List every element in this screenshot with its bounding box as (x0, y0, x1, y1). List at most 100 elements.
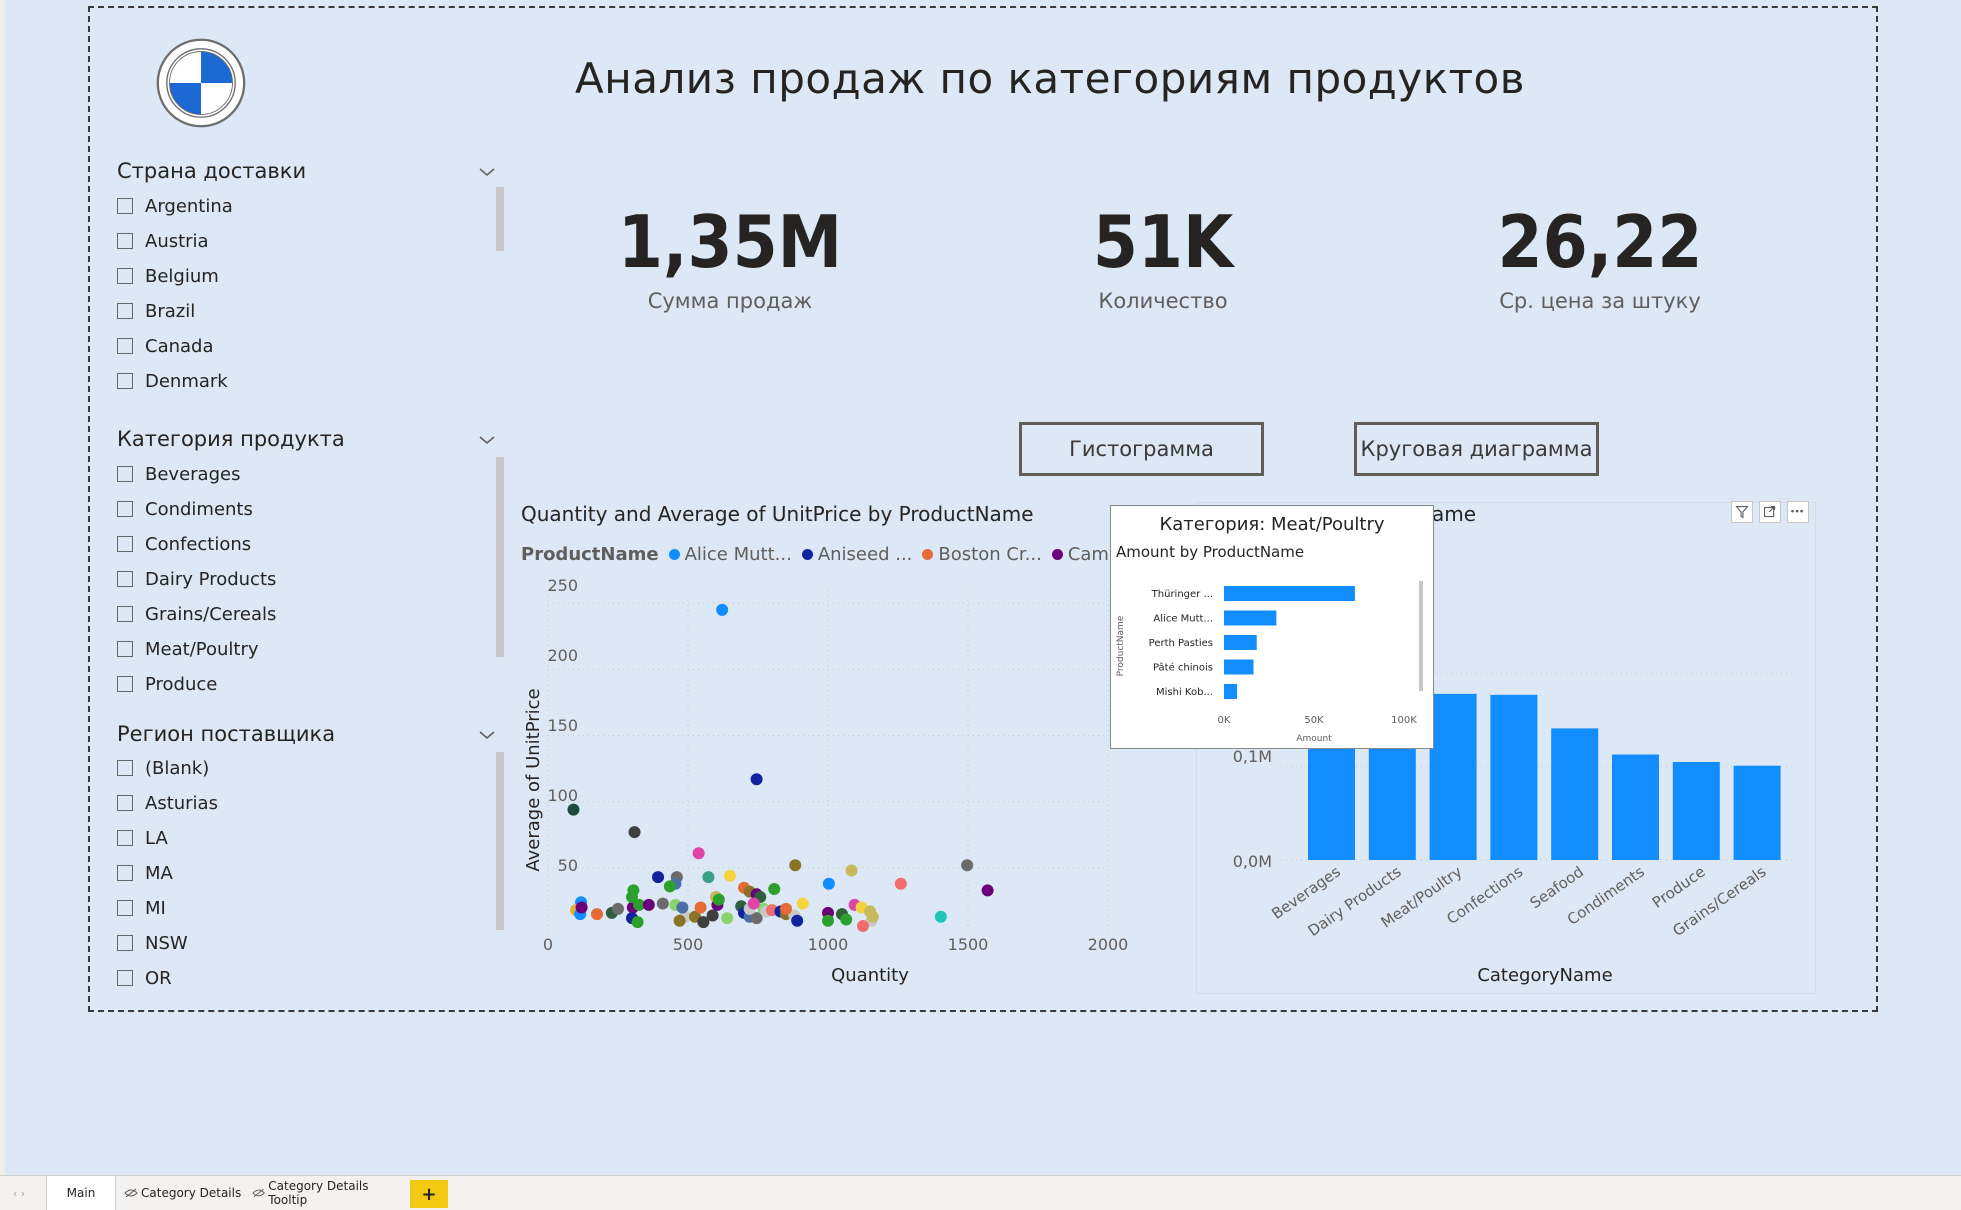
category-bar[interactable] (1551, 728, 1599, 860)
scatter-chart[interactable]: 0 500 1000 1500 2000 50 100 150 200 250 … (510, 570, 1180, 1000)
scatter-point[interactable] (750, 912, 763, 925)
slicer-country-option[interactable]: Belgium (117, 264, 219, 288)
slicer-category-option[interactable]: Beverages (117, 462, 240, 486)
scatter-point[interactable] (768, 883, 781, 896)
checkbox[interactable] (117, 303, 133, 319)
checkbox[interactable] (117, 501, 133, 517)
chevron-down-icon[interactable] (478, 729, 496, 741)
scatter-point[interactable] (840, 913, 853, 926)
scatter-point[interactable] (791, 914, 804, 927)
slicer-country-option[interactable]: Denmark (117, 369, 228, 393)
pie-chart-button[interactable]: Круговая диаграмма (1354, 422, 1599, 476)
scatter-point[interactable] (591, 908, 603, 921)
slicer-country-option[interactable]: Canada (117, 334, 214, 358)
slicer-country-option[interactable]: Brazil (117, 299, 195, 323)
scatter-point[interactable] (652, 871, 665, 884)
category-bar[interactable] (1733, 765, 1781, 860)
scatter-point[interactable] (780, 902, 792, 915)
scatter-point[interactable] (822, 914, 834, 927)
scatter-point[interactable] (697, 916, 710, 929)
slicer-category-option[interactable]: Condiments (117, 497, 253, 521)
slicer-country-scrollbar[interactable] (496, 187, 504, 251)
scatter-point[interactable] (894, 877, 907, 890)
scatter-point[interactable] (716, 603, 729, 616)
scatter-point[interactable] (656, 897, 669, 910)
slicer-category-scrollbar[interactable] (496, 457, 504, 657)
scatter-point[interactable] (633, 898, 645, 911)
scatter-point[interactable] (961, 859, 974, 872)
checkbox[interactable] (117, 970, 133, 986)
scatter-point[interactable] (857, 920, 869, 933)
slicer-region-option[interactable]: MA (117, 861, 173, 885)
checkbox[interactable] (117, 830, 133, 846)
slicer-region-option[interactable]: NSW (117, 931, 188, 955)
scatter-point[interactable] (712, 893, 725, 906)
scatter-point[interactable] (631, 916, 644, 929)
chevron-down-icon[interactable] (478, 434, 496, 446)
slicer-region-option[interactable]: (Blank) (117, 756, 209, 780)
scatter-point[interactable] (567, 803, 580, 816)
slicer-category-option[interactable]: Dairy Products (117, 567, 276, 591)
category-bar[interactable] (1490, 694, 1538, 860)
checkbox[interactable] (117, 466, 133, 482)
checkbox[interactable] (117, 795, 133, 811)
tab-category-details[interactable]: Category Details (124, 1176, 242, 1210)
scatter-point[interactable] (663, 880, 676, 893)
scatter-point[interactable] (845, 864, 858, 877)
scatter-point[interactable] (822, 877, 835, 890)
scatter-point[interactable] (676, 901, 689, 914)
scatter-point[interactable] (702, 871, 715, 884)
slicer-category-option[interactable]: Produce (117, 672, 217, 696)
slicer-category-option[interactable]: Meat/Poultry (117, 637, 259, 661)
slicer-region-option[interactable]: LA (117, 826, 168, 850)
chevron-down-icon[interactable] (478, 166, 496, 178)
checkbox[interactable] (117, 900, 133, 916)
checkbox[interactable] (117, 536, 133, 552)
scatter-point[interactable] (706, 909, 719, 922)
scatter-point[interactable] (981, 884, 994, 897)
tab-main[interactable]: Main (46, 1176, 116, 1210)
add-page-button[interactable]: + (410, 1180, 448, 1208)
focus-mode-icon[interactable] (1759, 501, 1781, 523)
category-bar[interactable] (1672, 762, 1720, 860)
category-bar[interactable] (1429, 693, 1477, 860)
checkbox[interactable] (117, 198, 133, 214)
scatter-point[interactable] (673, 914, 686, 927)
scatter-point[interactable] (692, 847, 705, 860)
more-options-icon[interactable] (1787, 501, 1809, 523)
checkbox[interactable] (117, 373, 133, 389)
checkbox[interactable] (117, 676, 133, 692)
slicer-region-option[interactable]: Asturias (117, 791, 218, 815)
checkbox[interactable] (117, 865, 133, 881)
scatter-point[interactable] (934, 910, 947, 923)
scatter-point[interactable] (694, 901, 707, 914)
legend-item[interactable]: Alice Mutt... (684, 544, 792, 565)
checkbox[interactable] (117, 935, 133, 951)
slicer-country-option[interactable]: Argentina (117, 194, 233, 218)
scatter-point[interactable] (628, 826, 641, 839)
legend-item[interactable]: Aniseed ... (817, 544, 913, 565)
scatter-point[interactable] (612, 902, 624, 915)
checkbox[interactable] (117, 571, 133, 587)
slicer-region-scrollbar[interactable] (496, 752, 504, 930)
checkbox[interactable] (117, 606, 133, 622)
checkbox[interactable] (117, 268, 133, 284)
scatter-point[interactable] (789, 859, 802, 872)
scatter-point[interactable] (626, 890, 638, 903)
checkbox[interactable] (117, 641, 133, 657)
slicer-country-option[interactable]: Austria (117, 229, 209, 253)
slicer-category-option[interactable]: Grains/Cereals (117, 602, 276, 626)
checkbox[interactable] (117, 338, 133, 354)
histogram-button[interactable]: Гистограмма (1019, 422, 1264, 476)
scatter-point[interactable] (750, 773, 763, 786)
slicer-category-option[interactable]: Confections (117, 532, 251, 556)
slicer-region-option[interactable]: OR (117, 966, 172, 990)
checkbox[interactable] (117, 233, 133, 249)
slicer-region-option[interactable]: MI (117, 896, 166, 920)
checkbox[interactable] (117, 760, 133, 776)
scatter-point[interactable] (724, 869, 736, 882)
tab-scroll-arrows[interactable]: ‹ › (12, 1186, 26, 1200)
scatter-point[interactable] (642, 898, 655, 911)
tab-category-details-tooltip[interactable]: Category Details Tooltip (252, 1176, 404, 1210)
legend-item[interactable]: Boston Cr... (938, 544, 1042, 565)
